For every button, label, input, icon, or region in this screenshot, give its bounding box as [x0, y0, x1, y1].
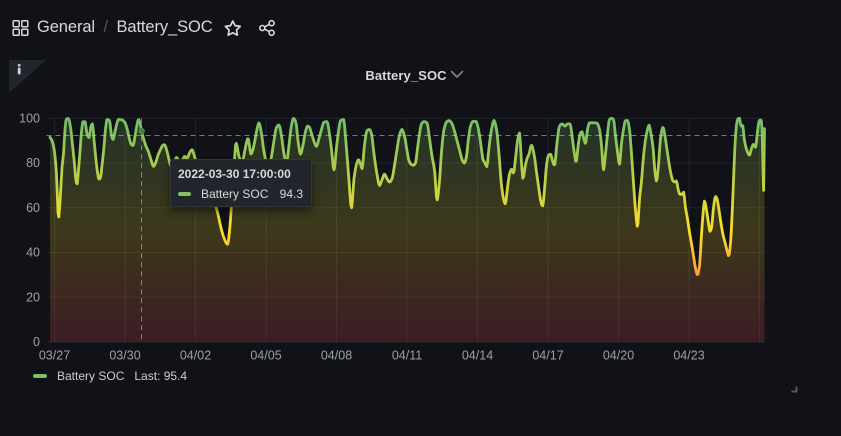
- svg-text:04/11: 04/11: [392, 349, 422, 363]
- svg-text:60: 60: [26, 201, 40, 215]
- svg-text:04/08: 04/08: [321, 349, 352, 363]
- svg-text:04/20: 04/20: [603, 349, 634, 363]
- svg-text:04/23: 04/23: [673, 349, 704, 363]
- svg-text:80: 80: [26, 156, 40, 170]
- svg-text:03/27: 03/27: [39, 349, 70, 363]
- svg-text:04/17: 04/17: [532, 349, 563, 363]
- svg-text:04/05: 04/05: [250, 349, 281, 363]
- svg-text:40: 40: [26, 246, 40, 260]
- svg-text:100: 100: [19, 111, 40, 125]
- svg-text:04/14: 04/14: [462, 349, 493, 363]
- svg-text:03/30: 03/30: [109, 349, 140, 363]
- svg-text:20: 20: [26, 290, 40, 304]
- svg-text:0: 0: [33, 335, 40, 349]
- svg-text:04/02: 04/02: [180, 349, 211, 363]
